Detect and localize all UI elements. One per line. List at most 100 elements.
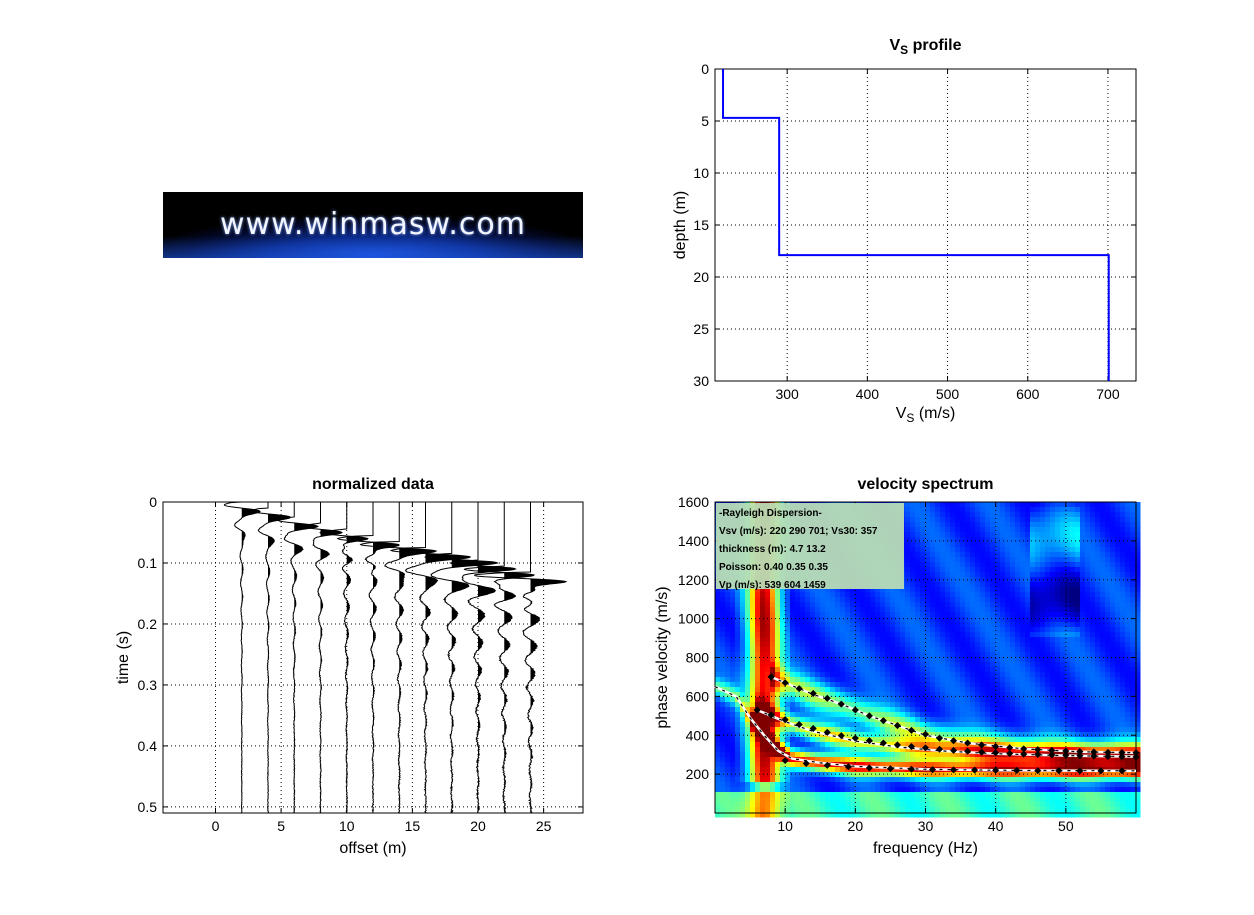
heatmap-cell [930,572,936,578]
heatmap-cell [910,642,916,648]
heatmap-cell [835,627,841,633]
heatmap-cell [975,797,981,803]
heatmap-cell [940,537,946,543]
heatmap-cell [1060,582,1066,588]
heatmap-cell [990,607,996,613]
heatmap-cell [825,702,831,708]
heatmap-cell [1010,622,1016,628]
heatmap-cell [830,632,836,638]
heatmap-cell [1095,657,1101,663]
heatmap-cell [980,667,986,673]
heatmap-cell [1090,782,1096,788]
heatmap-cell [1010,602,1016,608]
heatmap-cell [740,602,746,608]
heatmap-cell [715,807,721,813]
heatmap-cell [815,657,821,663]
heatmap-cell [1040,632,1046,638]
heatmap-cell [725,787,731,793]
heatmap-cell [1090,527,1096,533]
heatmap-cell [820,742,826,748]
heatmap-cell [1040,562,1046,568]
heatmap-cell [1030,522,1036,528]
heatmap-cell [855,672,861,678]
heatmap-cell [1085,642,1091,648]
heatmap-cell [1075,642,1081,648]
heatmap-cell [735,752,741,758]
heatmap-cell [1010,632,1016,638]
heatmap-cell [890,702,896,708]
heatmap-cell [845,682,851,688]
heatmap-cell [915,657,921,663]
heatmap-cell [750,702,756,708]
heatmap-cell [740,682,746,688]
heatmap-cell [1090,742,1096,748]
heatmap-cell [720,682,726,688]
heatmap-cell [1045,642,1051,648]
heatmap-cell [1005,557,1011,563]
heatmap-cell [1035,762,1041,768]
heatmap-cell [930,637,936,643]
heatmap-cell [810,672,816,678]
heatmap-cell [930,567,936,573]
heatmap-cell [860,807,866,813]
heatmap-cell [930,702,936,708]
heatmap-cell [895,767,901,773]
heatmap-cell [730,687,736,693]
heatmap-cell [870,702,876,708]
heatmap-cell [905,752,911,758]
heatmap-cell [755,747,761,753]
heatmap-cell [1000,502,1006,508]
heatmap-cell [965,687,971,693]
heatmap-cell [945,672,951,678]
heatmap-cell [1045,717,1051,723]
heatmap-cell [930,517,936,523]
heatmap-cell [890,662,896,668]
heatmap-cell [1045,722,1051,728]
heatmap-cell [890,637,896,643]
heatmap-cell [955,622,961,628]
heatmap-cell [985,502,991,508]
heatmap-cell [985,657,991,663]
heatmap-cell [1060,527,1066,533]
heatmap-cell [910,572,916,578]
heatmap-cell [800,777,806,783]
heatmap-cell [950,537,956,543]
heatmap-cell [715,617,721,623]
heatmap-cell [740,612,746,618]
heatmap-cell [790,777,796,783]
heatmap-cell [940,587,946,593]
heatmap-cell [1040,687,1046,693]
heatmap-cell [800,682,806,688]
heatmap-cell [730,737,736,743]
heatmap-cell [1025,617,1031,623]
heatmap-cell [980,592,986,598]
heatmap-cell [955,547,961,553]
heatmap-cell [1075,567,1081,573]
heatmap-cell [1045,522,1051,528]
heatmap-cell [805,622,811,628]
heatmap-cell [785,642,791,648]
heatmap-cell [1000,637,1006,643]
heatmap-cell [765,622,771,628]
heatmap-cell [720,587,726,593]
heatmap-cell [990,602,996,608]
heatmap-cell [785,747,791,753]
heatmap-cell [880,622,886,628]
heatmap-cell [805,652,811,658]
heatmap-cell [850,667,856,673]
heatmap-cell [815,792,821,798]
heatmap-cell [1090,662,1096,668]
heatmap-cell [745,727,751,733]
heatmap-cell [840,632,846,638]
heatmap-cell [1080,622,1086,628]
heatmap-cell [870,597,876,603]
heatmap-cell [720,597,726,603]
heatmap-cell [1005,742,1011,748]
heatmap-cell [730,672,736,678]
heatmap-cell [885,792,891,798]
heatmap-cell [1045,502,1051,508]
heatmap-cell [790,732,796,738]
heatmap-cell [830,812,836,818]
heatmap-cell [995,612,1001,618]
heatmap-cell [945,582,951,588]
